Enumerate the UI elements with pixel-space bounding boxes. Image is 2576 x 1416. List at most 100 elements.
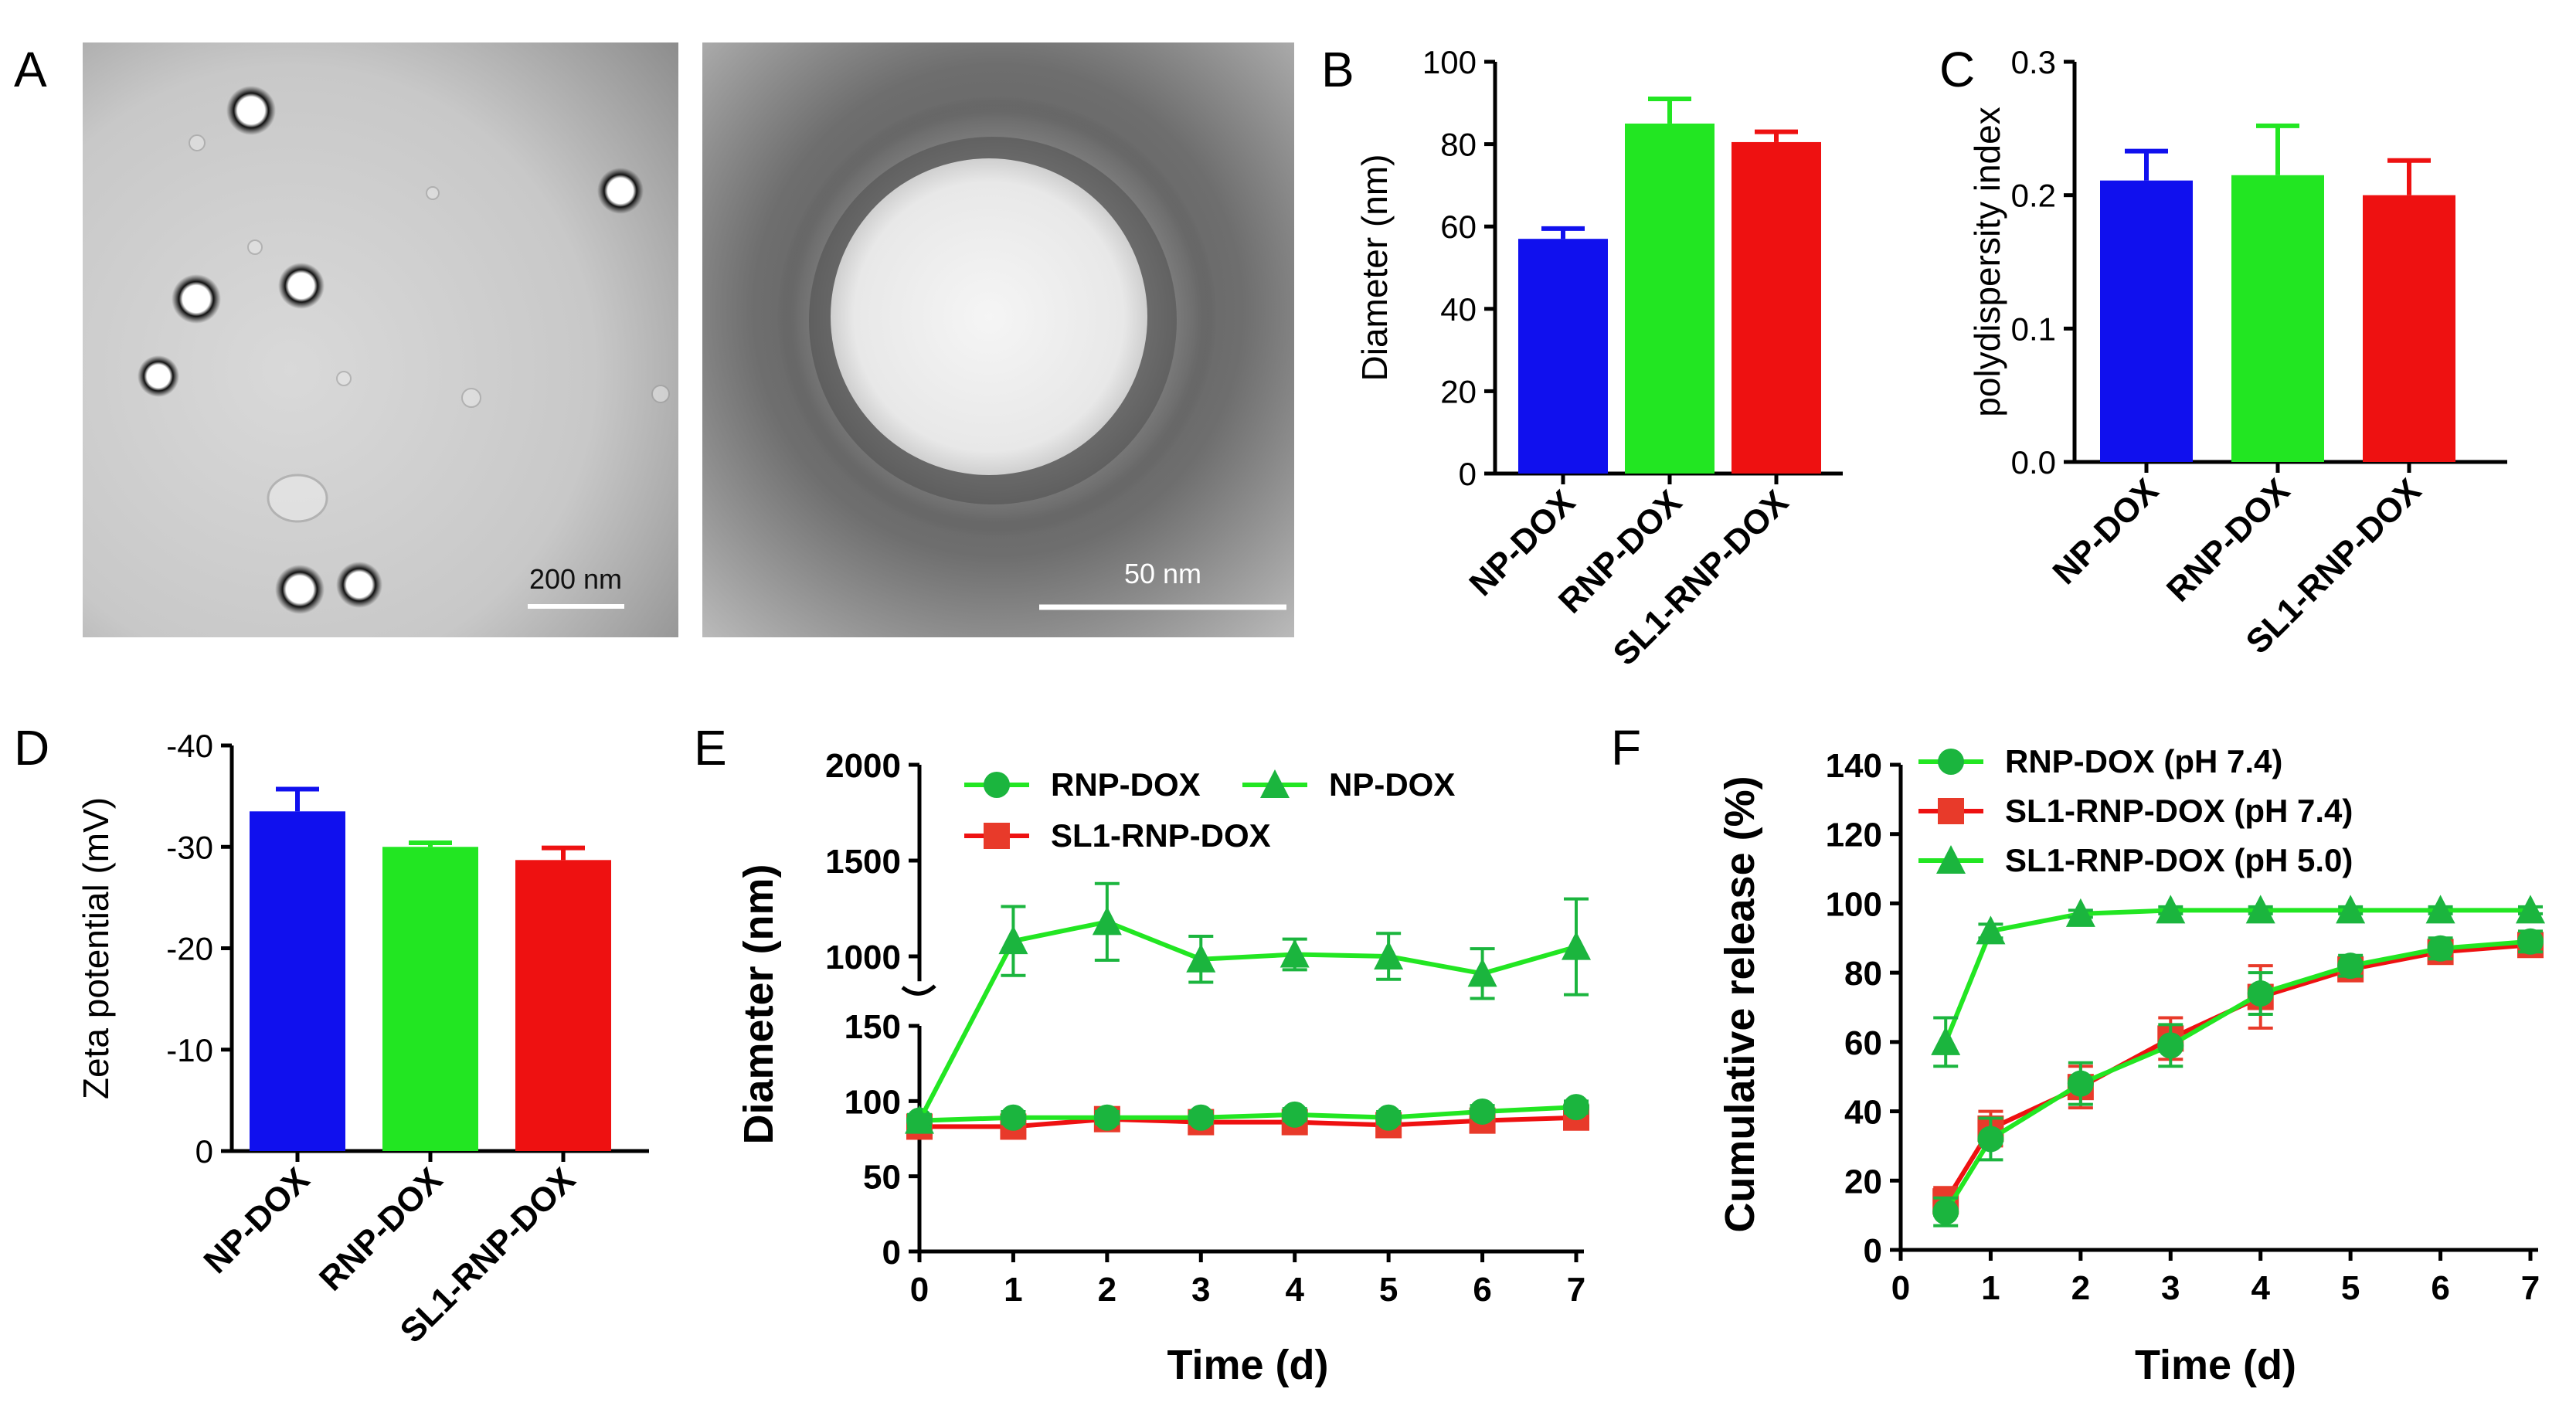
chart-d-zeta-bar: 0 -10 -20 -30 -40 Zeta potential (mV) NP-DOXRN… — [76, 728, 649, 1350]
y-tick-label: 0.0 — [2011, 444, 2056, 480]
bar-sl1-rnp-dox — [2363, 195, 2455, 462]
legend-label: NP-DOX — [1329, 766, 1455, 803]
y-tick-label: 0 — [195, 1133, 213, 1170]
y-tick-label: 1500 — [825, 843, 901, 881]
data-point — [2425, 895, 2455, 924]
panel-label-E: E — [694, 720, 727, 776]
chart-e-stability-line: 0 50 100 150 1000 1500 2000 0 1 2 3 4 5 6 7 Time (d) Dia… — [736, 747, 1591, 1388]
scale-bar-label-particle: 50 nm — [1124, 558, 1201, 589]
x-tick-label: NP-DOX — [2045, 471, 2166, 592]
x-tick-label: 0 — [910, 1271, 929, 1309]
data-point — [2427, 935, 2454, 962]
data-point — [1931, 1026, 1961, 1055]
data-point — [2247, 980, 2274, 1007]
data-point — [1977, 1126, 2004, 1153]
y-tick-label: 40 — [1440, 291, 1477, 328]
x-tick-label: 5 — [2341, 1269, 2360, 1307]
bar-np-dox — [2100, 180, 2193, 462]
y-tick-label: 0 — [1864, 1232, 1882, 1270]
data-point — [1467, 958, 1497, 987]
data-point — [1374, 941, 1404, 969]
x-tick-label: NP-DOX — [196, 1160, 317, 1281]
x-axis-title: Time (d) — [1167, 1342, 1328, 1388]
legend-marker — [984, 823, 1010, 849]
data-point — [1093, 1104, 1120, 1131]
bar-sl1-rnp-dox — [515, 860, 611, 1151]
y-tick-label: 100 — [845, 1083, 901, 1121]
y-tick-label: 140 — [1826, 747, 1882, 785]
y-tick-label: 80 — [1440, 127, 1477, 163]
data-point — [1469, 1098, 1496, 1125]
data-point — [2156, 895, 2186, 924]
y-axis-title: Zeta potential (mV) — [76, 797, 116, 1099]
x-tick-label: RNP-DOX — [2160, 471, 2297, 609]
y-tick-label: 100 — [1826, 885, 1882, 923]
x-tick-label: 3 — [1191, 1271, 1210, 1309]
x-axis-title: Time (d) — [2135, 1342, 2296, 1388]
legend-label: SL1-RNP-DOX (pH 7.4) — [2005, 793, 2353, 829]
data-point — [2337, 952, 2364, 980]
legend-label: SL1-RNP-DOX (pH 5.0) — [2005, 842, 2353, 878]
data-point — [1976, 915, 2006, 945]
series-line-rnp-dox — [919, 1105, 1577, 1123]
y-tick-label: 20 — [1844, 1163, 1882, 1200]
x-tick-label: 1 — [1004, 1271, 1022, 1309]
data-point — [2245, 895, 2275, 924]
data-point — [2517, 928, 2544, 955]
y-tick-label: 60 — [1440, 209, 1477, 245]
series-line — [1943, 939, 2531, 1214]
y-tick-label: 80 — [1844, 955, 1882, 993]
x-tick-label: 6 — [1473, 1271, 1491, 1309]
y-tick-label: -30 — [166, 829, 213, 865]
data-point — [2067, 1070, 2094, 1097]
y-axis-title: Diameter (nm) — [736, 864, 782, 1144]
data-point — [998, 925, 1028, 955]
y-tick-label: 50 — [863, 1159, 901, 1197]
y-axis-title: polydispersity index — [1967, 107, 2007, 416]
y-tick-label: 0.3 — [2011, 44, 2056, 80]
legend-marker — [1938, 749, 1964, 775]
series-line-sl1-rnp-dox — [919, 1115, 1577, 1129]
series-line-np-dox — [917, 919, 1577, 1122]
y-tick-label: -10 — [166, 1032, 213, 1068]
data-point — [1188, 1104, 1215, 1131]
bar-np-dox — [250, 811, 345, 1151]
data-point — [1280, 939, 1310, 968]
legend-marker — [1936, 845, 1966, 874]
y-axis-title: Cumulative release (%) — [1717, 776, 1763, 1232]
x-tick-label: 4 — [1285, 1271, 1304, 1309]
scale-bar-label-overview: 200 nm — [529, 563, 622, 595]
y-tick-label: -40 — [166, 728, 213, 764]
data-point — [1092, 906, 1122, 936]
x-tick-label: RNP-DOX — [312, 1160, 450, 1298]
data-point — [2516, 895, 2545, 924]
x-tick-label: 7 — [2521, 1269, 2540, 1307]
axis-break-mark — [901, 984, 936, 996]
data-point — [1563, 1094, 1589, 1121]
tem-image-single-particle: 50 nm — [702, 42, 1294, 637]
x-tick-label: 0 — [1891, 1269, 1910, 1307]
x-tick-label: 5 — [1379, 1271, 1398, 1309]
data-point — [905, 1105, 934, 1134]
y-tick-label: 0 — [1459, 456, 1477, 492]
data-point — [1932, 1198, 1959, 1225]
series-line — [1943, 908, 2530, 1043]
y-tick-label: 40 — [1844, 1094, 1882, 1132]
y-tick-label: 1000 — [825, 939, 901, 976]
x-tick-label: 2 — [1098, 1271, 1116, 1309]
legend-marker — [1938, 798, 1964, 824]
legend-label: RNP-DOX — [1051, 766, 1201, 803]
chart-f-release-line: 0 20 40 60 80 100 120 140 0 1 2 3 4 5 6 7 Time (d) Cumula… — [1717, 743, 2545, 1388]
bar-np-dox — [1518, 239, 1608, 474]
data-point — [1375, 1104, 1402, 1131]
legend-label: RNP-DOX (pH 7.4) — [2005, 743, 2282, 779]
series-line — [1943, 942, 2531, 1203]
x-tick-label: 3 — [2161, 1269, 2180, 1307]
data-point — [2065, 898, 2095, 927]
legend-label: SL1-RNP-DOX — [1051, 817, 1271, 854]
legend-marker — [984, 772, 1010, 798]
y-tick-label: 100 — [1422, 44, 1477, 80]
